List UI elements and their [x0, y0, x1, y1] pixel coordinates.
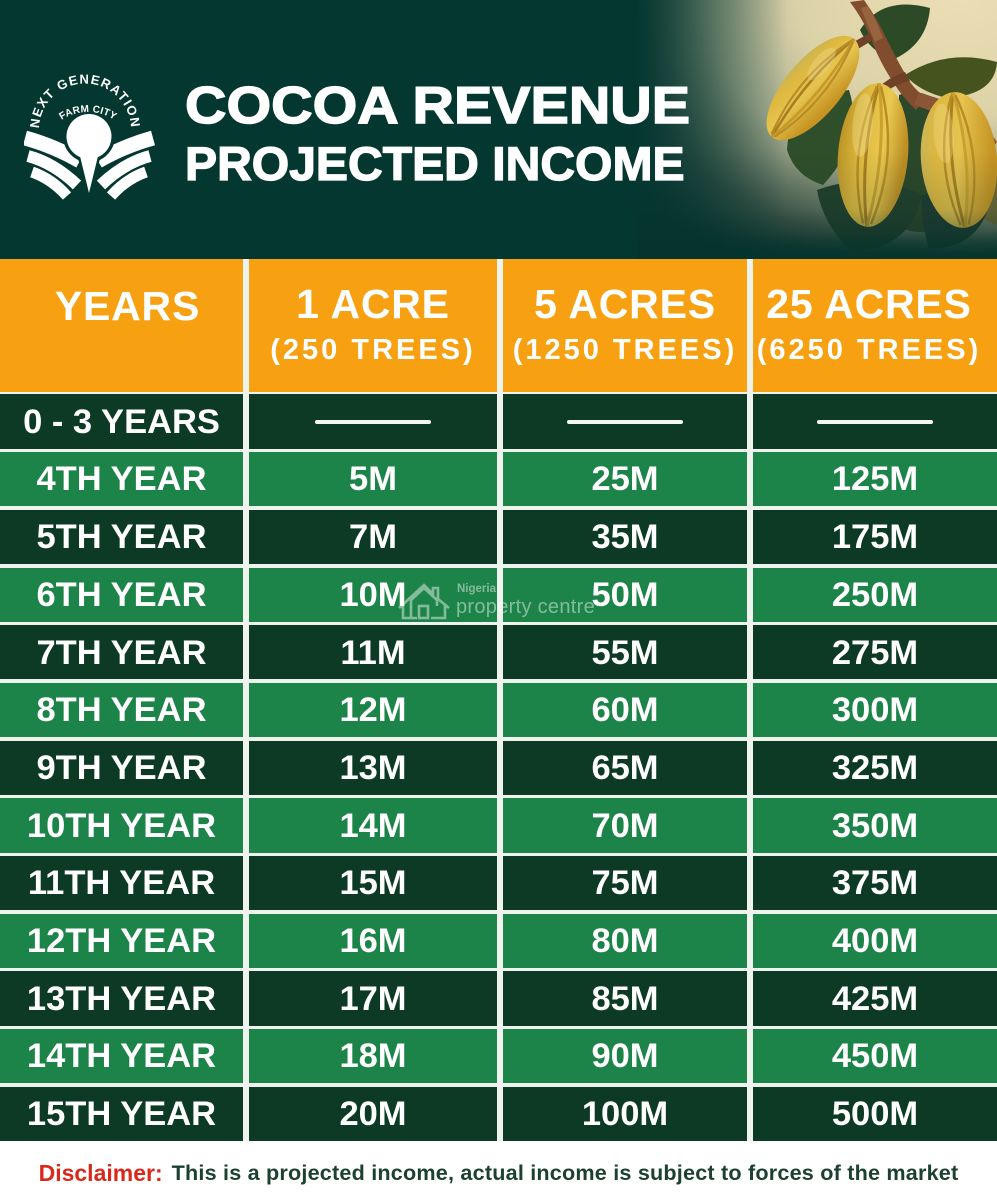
svg-text:property centre: property centre: [456, 596, 595, 618]
svg-text:Nigeria: Nigeria: [457, 583, 497, 595]
